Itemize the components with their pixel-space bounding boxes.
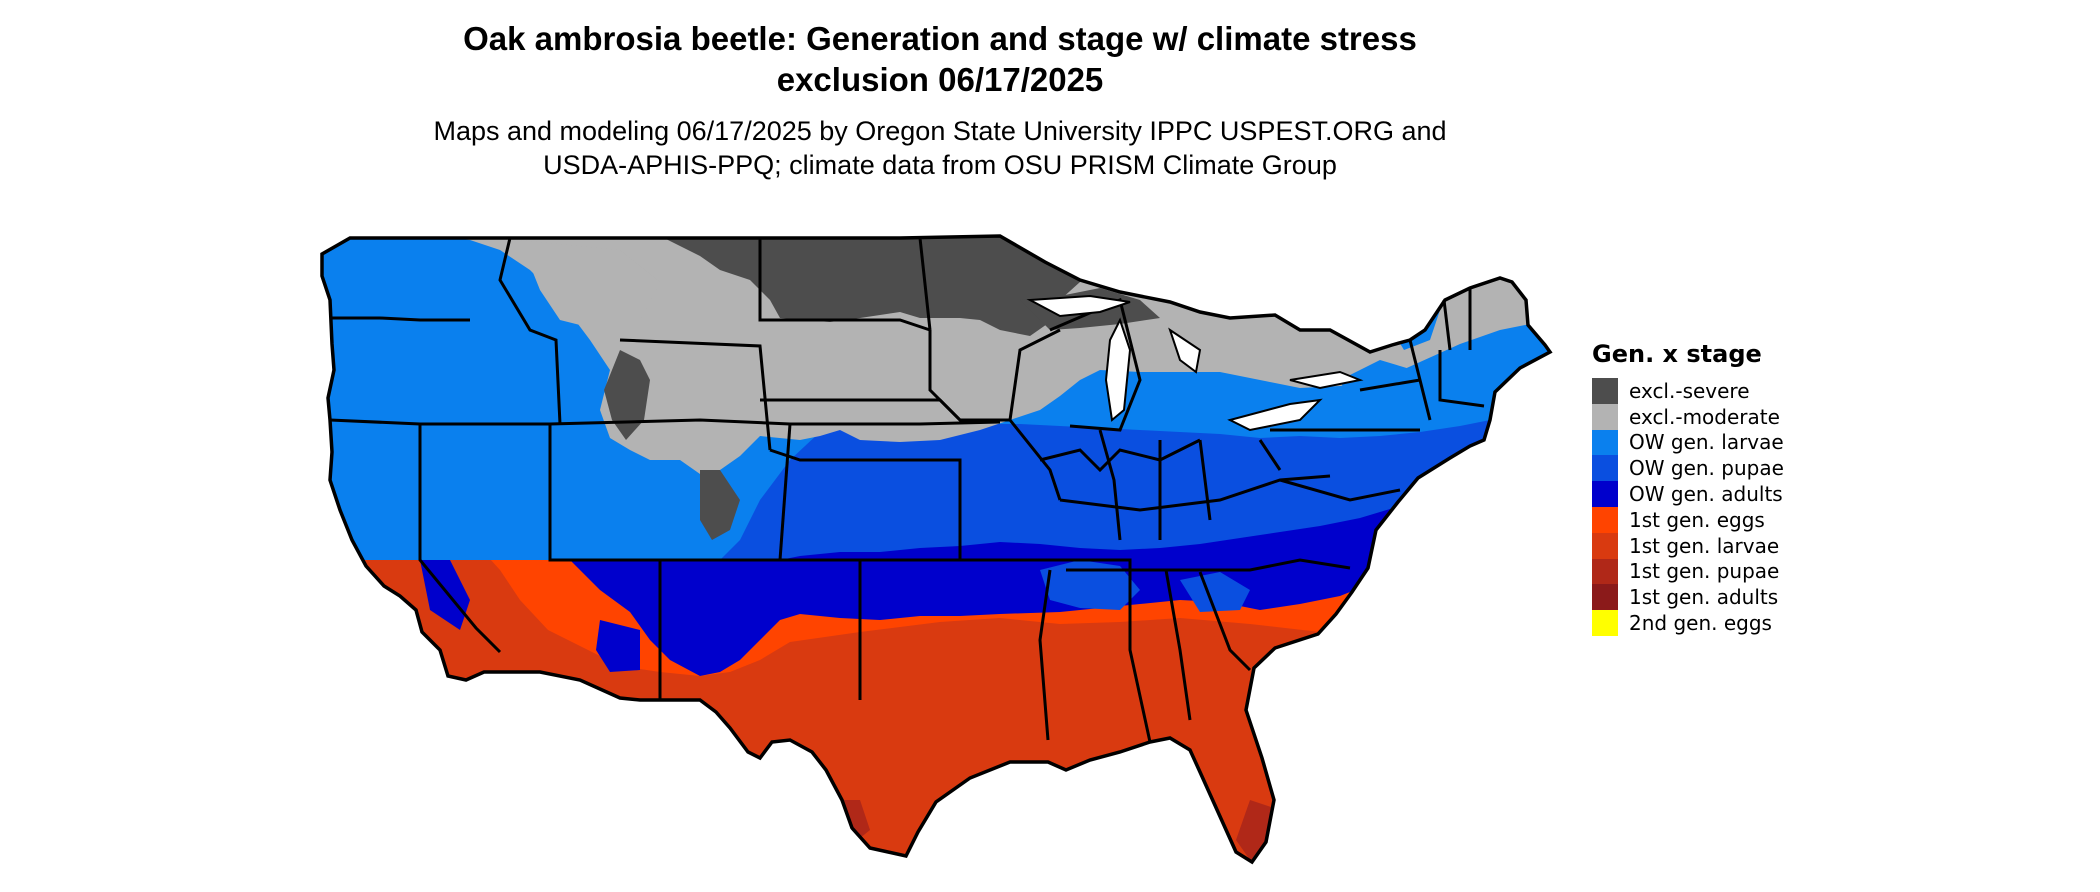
- legend-title: Gen. x stage: [1592, 340, 1762, 368]
- legend-swatch: [1592, 403, 1618, 430]
- great-lakes: [1026, 294, 1364, 432]
- legend-swatch: [1592, 558, 1618, 585]
- legend-item: excl.-moderate: [1592, 403, 1784, 430]
- stage-regions: [322, 236, 1550, 862]
- legend-swatch: [1592, 610, 1618, 636]
- legend-item: OW gen. larvae: [1592, 429, 1784, 456]
- legend-swatch: [1592, 455, 1618, 482]
- legend-item: OW gen. adults: [1592, 481, 1784, 507]
- legend-label: excl.-severe: [1629, 378, 1750, 403]
- legend-label: 1st gen. eggs: [1629, 507, 1765, 532]
- legend-label: excl.-moderate: [1629, 404, 1780, 429]
- legend-label: 1st gen. adults: [1629, 585, 1779, 610]
- map-title: Oak ambrosia beetle: Generation and stag…: [0, 18, 1880, 100]
- state-borders: [320, 234, 1553, 865]
- header: Oak ambrosia beetle: Generation and stag…: [0, 18, 1880, 182]
- legend: Gen. x stage excl.-severe excl.-moderate O…: [1592, 340, 1784, 636]
- legend-label: 1st gen. larvae: [1629, 533, 1780, 558]
- legend-label: OW gen. pupae: [1629, 456, 1784, 481]
- legend-swatch: [1592, 481, 1618, 507]
- legend-item: 1st gen. adults: [1592, 584, 1784, 611]
- legend-label: OW gen. adults: [1629, 482, 1783, 507]
- legend-item: excl.-severe: [1592, 378, 1784, 404]
- legend-swatch: [1592, 506, 1618, 533]
- legend-swatch: [1592, 378, 1618, 404]
- legend-swatch: [1592, 429, 1618, 456]
- legend-item: 1st gen. pupae: [1592, 558, 1784, 585]
- legend-item: 1st gen. eggs: [1592, 506, 1784, 533]
- subtitle-line-2: USDA-APHIS-PPQ; climate data from OSU PR…: [543, 150, 1337, 180]
- legend-item: 2nd gen. eggs: [1592, 610, 1784, 636]
- legend-label: 2nd gen. eggs: [1629, 611, 1772, 636]
- title-line-1: Oak ambrosia beetle: Generation and stag…: [463, 20, 1417, 57]
- legend-item: OW gen. pupae: [1592, 455, 1784, 482]
- legend-label: 1st gen. pupae: [1629, 559, 1780, 584]
- legend-label: OW gen. larvae: [1629, 430, 1784, 455]
- legend-swatch: [1592, 532, 1618, 559]
- legend-swatch: [1592, 584, 1618, 611]
- legend-item: 1st gen. larvae: [1592, 532, 1784, 559]
- subtitle-line-1: Maps and modeling 06/17/2025 by Oregon S…: [433, 116, 1447, 146]
- legend-items: excl.-severe excl.-moderate OW gen. larvae…: [1592, 378, 1784, 636]
- map-subtitle: Maps and modeling 06/17/2025 by Oregon S…: [0, 114, 1880, 182]
- title-line-2: exclusion 06/17/2025: [776, 61, 1104, 98]
